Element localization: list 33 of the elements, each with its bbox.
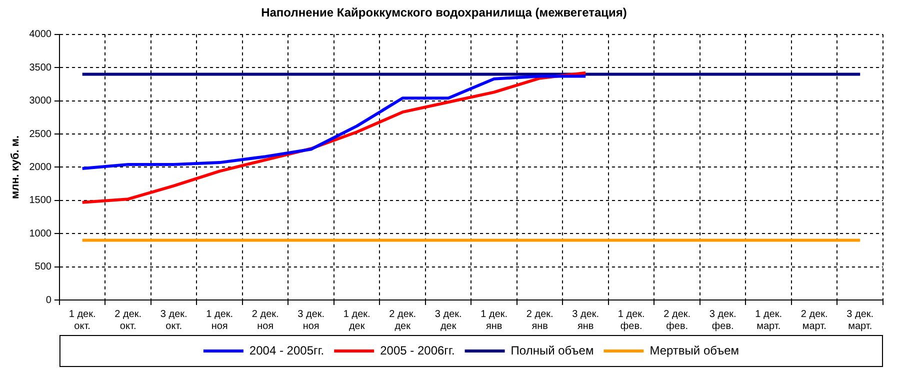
y-tick-label: 3000: [29, 96, 52, 107]
legend-label: 2005 - 2006гг.: [380, 343, 455, 358]
y-tick-label: 1500: [29, 195, 52, 206]
y-axis-title: млн. куб. м.: [10, 135, 22, 200]
y-tick-label: 1000: [29, 228, 52, 240]
x-tick-label: 2 дек. фев.: [664, 308, 691, 332]
x-tick-label: 1 дек. окт.: [68, 308, 96, 332]
y-tick-label: 2000: [29, 162, 52, 173]
x-tick-label: 3 дек. март.: [846, 308, 874, 332]
x-tick-label: 1 дек. фев.: [618, 308, 645, 332]
y-tick-label: 4000: [29, 29, 52, 40]
y-tick-label: 2500: [29, 128, 52, 140]
y-tick-label: 0: [46, 294, 52, 306]
legend-label: 2004 - 2005гг.: [249, 343, 324, 358]
legend-label: Полный объем: [510, 343, 594, 358]
x-tick-label: 2 дек. дек: [389, 308, 416, 332]
x-tick-label: 3 дек. фев.: [709, 308, 736, 332]
x-tick-label: 1 дек. ноя: [206, 308, 234, 332]
x-tick-label: 3 дек. дек: [434, 308, 462, 332]
x-tick-label: 3 дек. ноя: [298, 308, 325, 332]
chart-title: Наполнение Кайроккумского водохранилища (межвегетация): [261, 6, 627, 20]
x-tick-label: 2 дек. ноя: [252, 308, 279, 332]
x-tick-label: 2 дек. янв: [526, 308, 554, 332]
x-tick-label: 1 дек. дек: [343, 308, 370, 332]
legend-label: Мертвый объем: [650, 343, 740, 358]
y-tick-label: 3500: [29, 62, 52, 74]
x-tick-label: 1 дек. янв: [480, 308, 508, 332]
x-tick-label: 2 дек. март.: [800, 308, 828, 332]
x-tick-label: 1 дек. март.: [755, 308, 782, 332]
x-tick-label: 2 дек. окт.: [114, 308, 142, 332]
x-tick-label: 3 дек. янв: [572, 308, 600, 332]
x-tick-label: 3 дек. окт.: [160, 308, 188, 332]
y-tick-label: 500: [34, 262, 52, 273]
